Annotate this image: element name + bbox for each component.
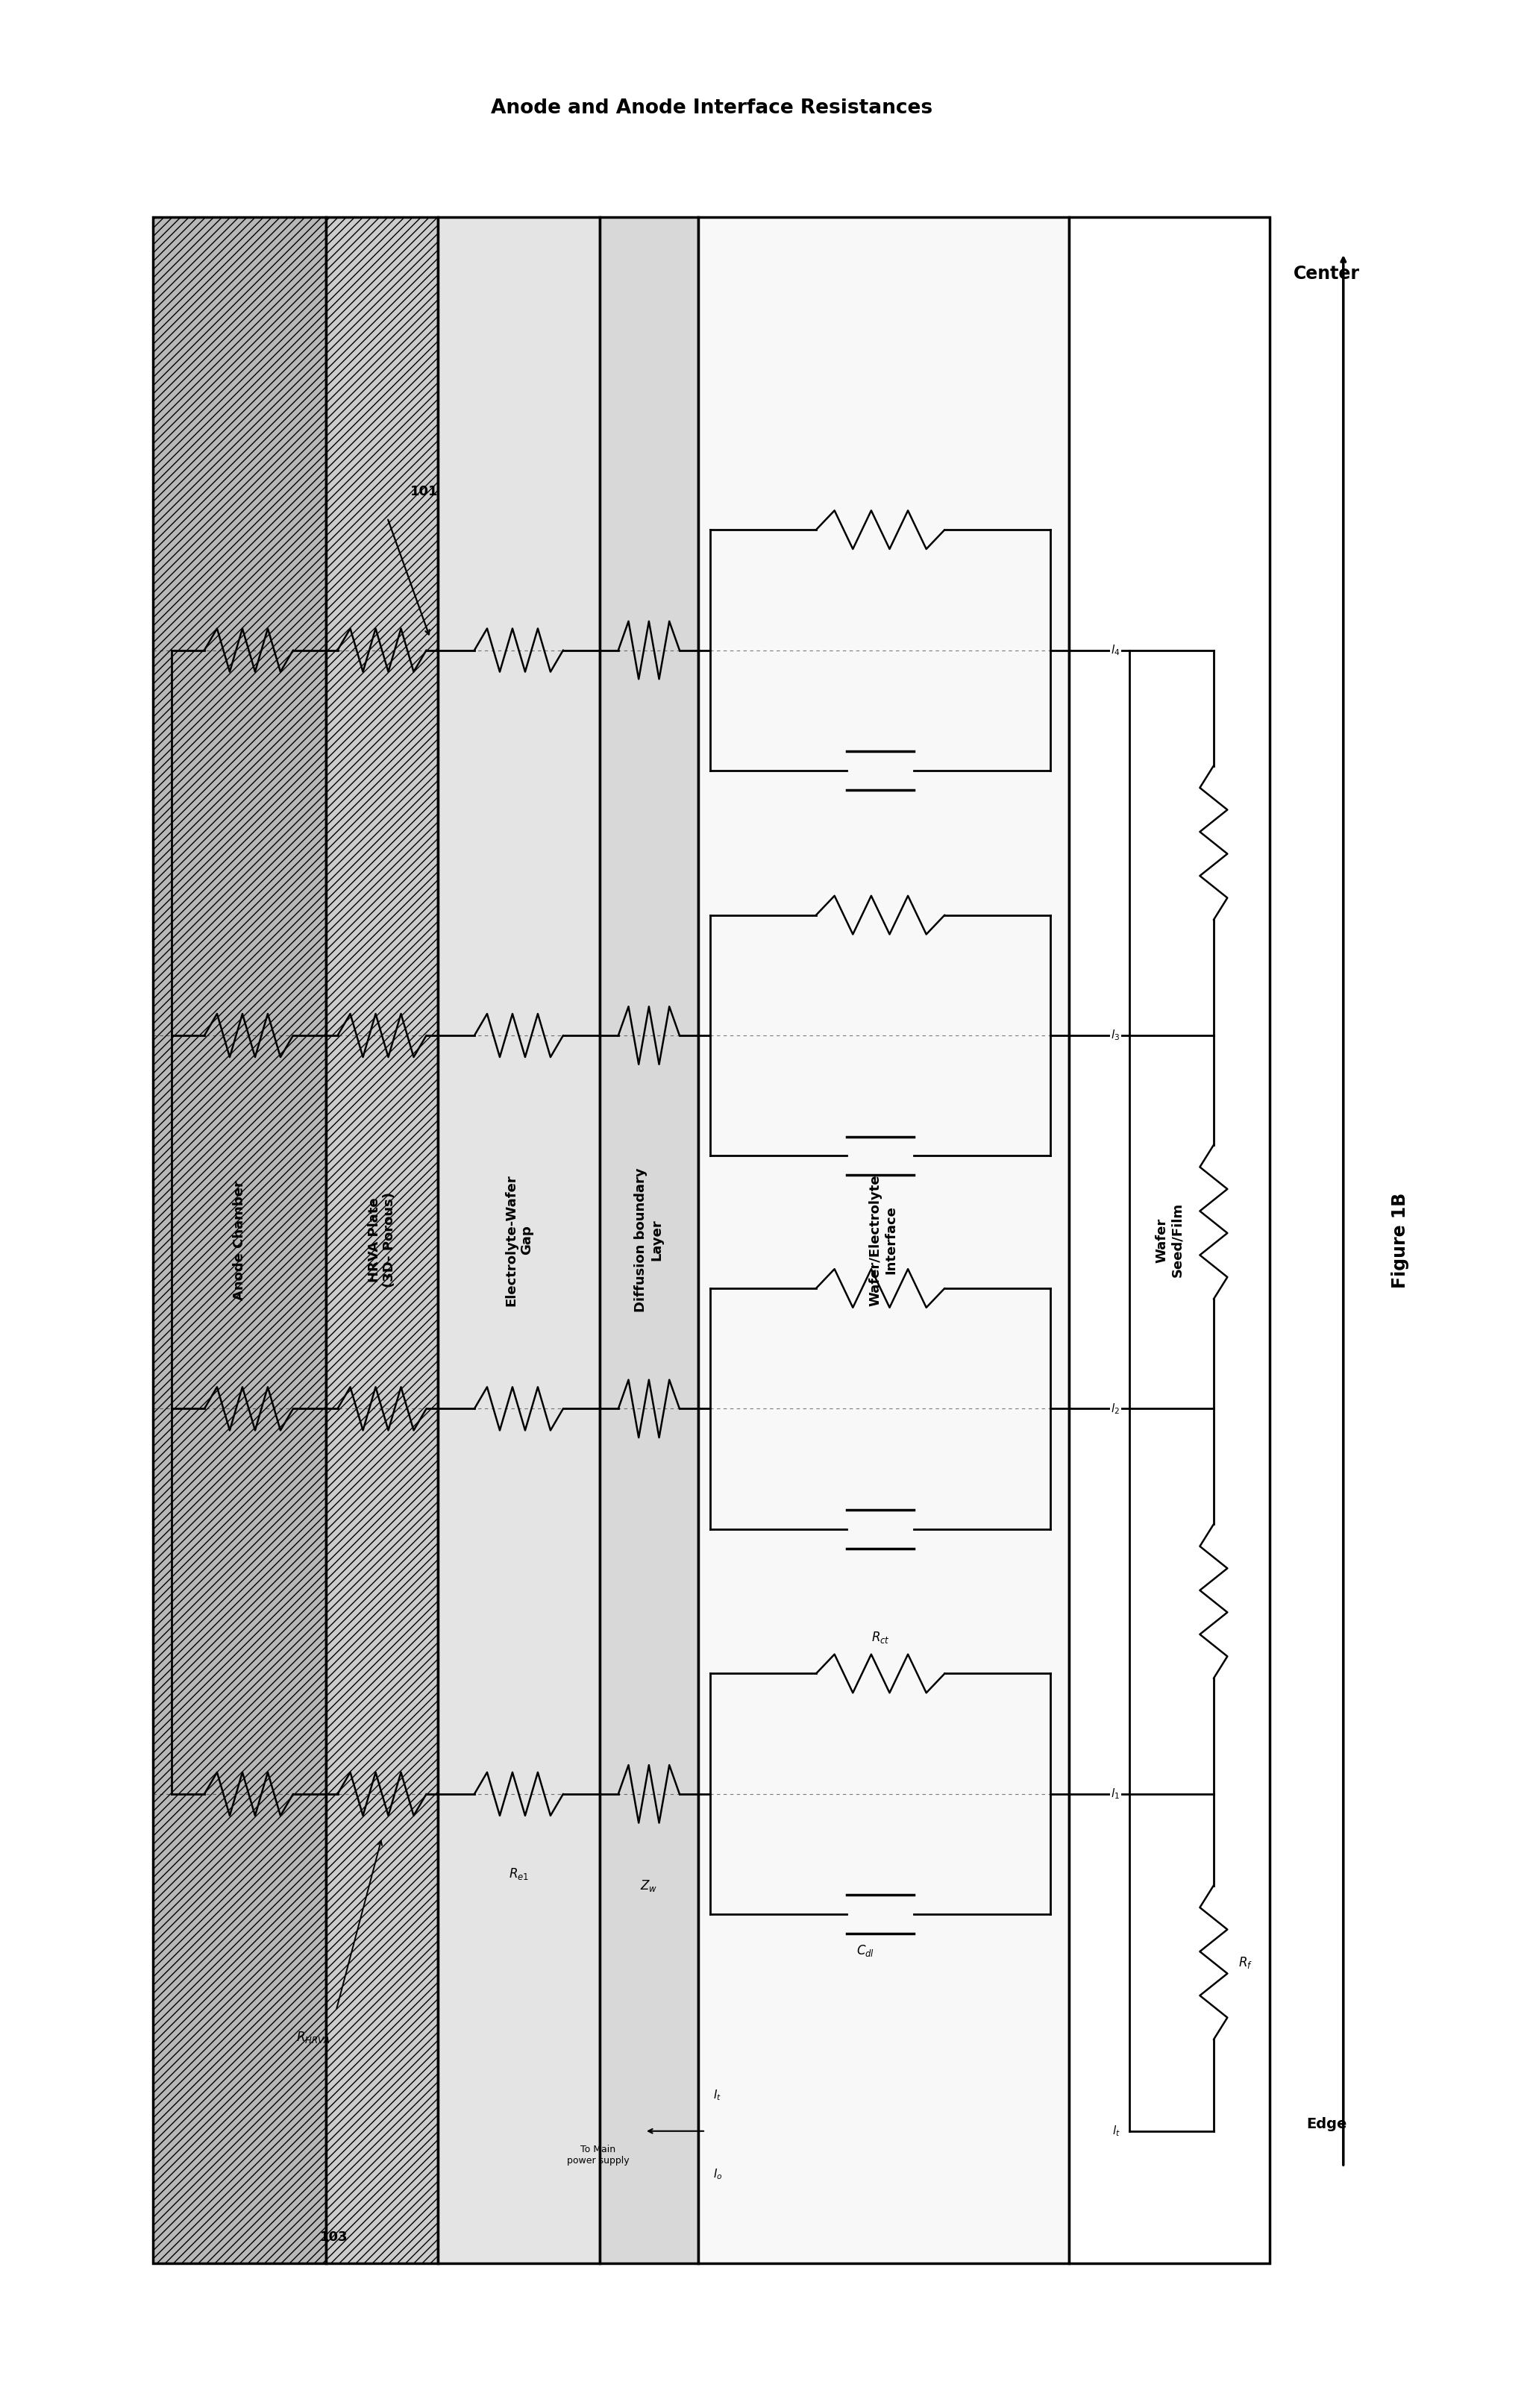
Bar — [1069, 217, 1270, 2264]
Text: $Z_w$: $Z_w$ — [640, 1878, 658, 1893]
Text: $l_3$: $l_3$ — [1111, 1028, 1120, 1043]
Text: $l_4$: $l_4$ — [1111, 643, 1120, 657]
Text: To Main
power supply: To Main power supply — [566, 2146, 629, 2165]
Bar — [153, 217, 326, 2264]
Bar — [438, 217, 600, 2264]
Text: $I_t$: $I_t$ — [713, 2088, 722, 2102]
Bar — [326, 217, 438, 2264]
Text: $R_f$: $R_f$ — [1238, 1955, 1253, 1970]
Text: Anode and Anode Interface Resistances: Anode and Anode Interface Resistances — [491, 99, 932, 118]
Text: $R_{HRVA}$: $R_{HRVA}$ — [297, 2030, 330, 2044]
Text: $R_{ct}$: $R_{ct}$ — [871, 1630, 889, 1645]
Text: Electrolyte-Wafer
Gap: Electrolyte-Wafer Gap — [505, 1175, 534, 1305]
Text: HRVA Plate
(3D- Porous): HRVA Plate (3D- Porous) — [367, 1192, 396, 1288]
Text: Figure 1B: Figure 1B — [1391, 1192, 1409, 1288]
Bar — [600, 217, 698, 2264]
Text: Anode Chamber: Anode Chamber — [233, 1180, 246, 1300]
Text: Edge: Edge — [1307, 2117, 1346, 2131]
Text: $R_{e1}$: $R_{e1}$ — [508, 1866, 529, 1881]
Text: $I_o$: $I_o$ — [713, 2167, 722, 2182]
Text: Wafer/Electrolyte
Interface: Wafer/Electrolyte Interface — [869, 1175, 898, 1305]
Bar — [698, 217, 1069, 2264]
Text: Wafer
Seed/Film: Wafer Seed/Film — [1155, 1202, 1184, 1279]
Text: 101: 101 — [410, 484, 438, 498]
Text: Center: Center — [1293, 265, 1360, 282]
Text: Diffusion boundary
Layer: Diffusion boundary Layer — [635, 1168, 664, 1312]
Text: $l_t$: $l_t$ — [1112, 2124, 1120, 2138]
Text: 103: 103 — [320, 2230, 347, 2244]
Text: $C_{dl}$: $C_{dl}$ — [857, 1943, 874, 1958]
Text: $l_2$: $l_2$ — [1111, 1401, 1120, 1416]
Text: $l_1$: $l_1$ — [1111, 1787, 1120, 1801]
